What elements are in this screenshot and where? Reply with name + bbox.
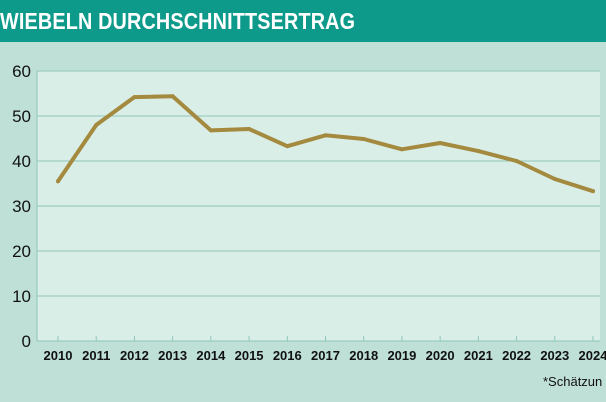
x-tick-label: 2024 bbox=[579, 348, 606, 363]
x-tick-label: 2010 bbox=[44, 348, 73, 363]
gridlines bbox=[37, 70, 600, 297]
x-tick-label: 2013 bbox=[158, 348, 187, 363]
y-tick-label: 0 bbox=[22, 332, 31, 351]
y-tick-label: 30 bbox=[12, 197, 31, 216]
x-tick-label: 2018 bbox=[349, 348, 378, 363]
footnote: *Schätzun bbox=[543, 374, 603, 389]
data-point-2020 bbox=[438, 141, 443, 145]
data-point-2016 bbox=[285, 144, 290, 149]
header-bar: WIEBELN DURCHSCHNITTSERTRAG bbox=[0, 0, 606, 42]
data-point-2018 bbox=[361, 136, 366, 141]
data-point-2015 bbox=[247, 127, 252, 132]
x-tick-label: 2014 bbox=[196, 348, 226, 363]
data-point-2012 bbox=[132, 95, 137, 100]
data-point-2013 bbox=[170, 94, 175, 99]
x-tick-label: 2020 bbox=[426, 348, 455, 363]
x-tick-label: 2012 bbox=[120, 348, 149, 363]
x-tick-label: 2019 bbox=[387, 348, 416, 363]
x-tick-label: 2017 bbox=[311, 348, 340, 363]
y-tick-label: 60 bbox=[12, 62, 31, 81]
data-point-2017 bbox=[323, 133, 328, 138]
data-point-2019 bbox=[399, 147, 404, 152]
x-tick-label: 2021 bbox=[464, 348, 493, 363]
y-tick-label: 20 bbox=[12, 242, 31, 261]
x-axis-ticks: 2010 2011 2012 2013 2014 2015 2016 2017 2018 2019… bbox=[44, 336, 606, 363]
data-point-2010 bbox=[56, 179, 60, 184]
x-tick-label: 2011 bbox=[82, 348, 110, 363]
y-axis-ticks: 0 10 20 30 40 50 60 bbox=[12, 62, 31, 351]
data-point-2024 bbox=[591, 189, 595, 194]
series-group bbox=[56, 94, 595, 194]
data-point-2011 bbox=[94, 123, 99, 127]
y-tick-label: 50 bbox=[12, 107, 31, 126]
x-tick-label: 2022 bbox=[502, 348, 531, 363]
x-tick-label: 2023 bbox=[540, 348, 569, 363]
y-tick-label: 40 bbox=[12, 152, 31, 171]
data-point-2023 bbox=[552, 177, 557, 181]
x-tick-label: 2016 bbox=[273, 348, 302, 363]
x-tick-label: 2015 bbox=[235, 348, 264, 363]
data-point-2014 bbox=[208, 128, 213, 133]
data-point-2021 bbox=[476, 149, 481, 154]
axes bbox=[36, 71, 600, 342]
chart-title: WIEBELN DURCHSCHNITTSERTRAG bbox=[0, 8, 356, 34]
data-point-2022 bbox=[514, 159, 519, 163]
y-tick-label: 10 bbox=[12, 287, 31, 306]
